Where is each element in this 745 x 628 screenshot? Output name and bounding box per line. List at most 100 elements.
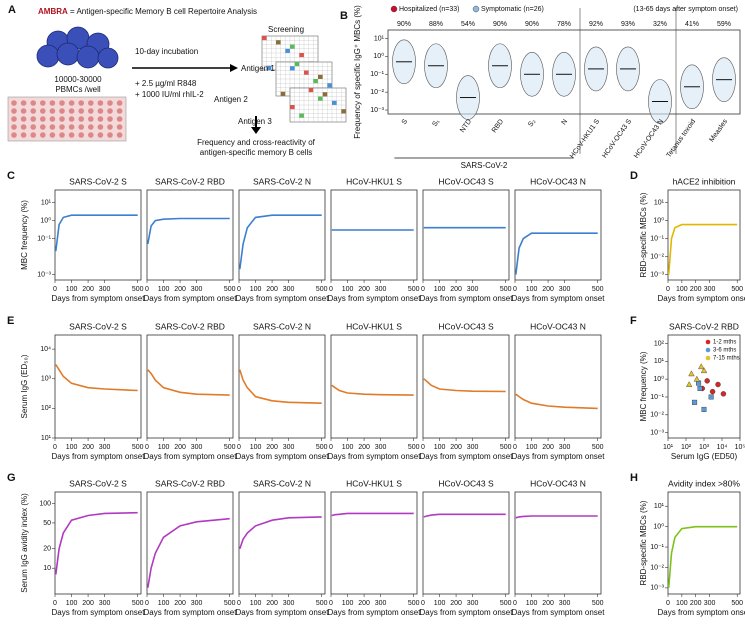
well	[88, 100, 94, 106]
x-tick-label: 0	[329, 600, 333, 607]
x-tick-label: 300	[467, 444, 479, 451]
antigen-label: Antigen 1	[241, 64, 275, 73]
x-tick-label: 500	[500, 600, 512, 607]
x-tick-label: 300	[559, 600, 571, 607]
fit-line	[239, 369, 322, 404]
percent-label: 32%	[653, 21, 667, 28]
positive-well	[322, 92, 328, 97]
well	[97, 132, 104, 138]
positive-well	[285, 48, 290, 53]
point	[697, 385, 703, 391]
x-tick-label: 200	[266, 286, 278, 293]
x-tick-label: 200	[542, 286, 554, 293]
plot-frame	[330, 189, 418, 281]
y-tick-label: 50	[43, 520, 51, 527]
fit-line	[515, 515, 598, 519]
well	[107, 108, 113, 114]
x-tick-label: 10⁵	[735, 444, 745, 451]
panel-letter: C	[7, 170, 15, 182]
legend-label: Symptomatic (n=26)	[481, 6, 544, 13]
well	[88, 116, 94, 122]
point	[720, 391, 727, 397]
panel-letter: A	[8, 4, 16, 16]
plot-frame	[330, 491, 418, 595]
well	[49, 100, 56, 106]
x-tick-label: 100	[434, 286, 446, 293]
x-tick-label: 200	[542, 444, 554, 451]
point	[704, 378, 710, 384]
positive-well	[266, 65, 272, 70]
x-axis-label: Days from symptom onset	[236, 608, 330, 617]
y-tick-label: 10⁻³	[650, 585, 664, 592]
x-tick-label: 500	[592, 444, 604, 451]
x-axis-label: Days from symptom onset	[420, 452, 514, 461]
subplot-title: SARS-CoV-2 S	[69, 176, 127, 186]
point	[692, 399, 698, 405]
fit-line	[515, 232, 598, 275]
x-tick-label: 300	[99, 286, 111, 293]
point	[686, 381, 693, 387]
plot-frame	[54, 491, 142, 595]
category-label: NTD	[459, 118, 473, 134]
x-tick-label: 10⁴	[717, 444, 728, 451]
y-tick-label: 10⁻¹	[650, 394, 664, 401]
x-tick-label: 300	[375, 286, 387, 293]
positive-well	[299, 53, 304, 58]
x-tick-label: 0	[53, 286, 57, 293]
x-tick-label: 200	[450, 600, 462, 607]
percent-label: 88%	[429, 21, 443, 28]
x-tick-label: 0	[666, 600, 670, 607]
incubation: 10-day incubation	[135, 47, 198, 56]
category-label: RBD	[491, 118, 505, 134]
fit-line	[423, 513, 506, 518]
x-tick-label: 500	[592, 286, 604, 293]
plot-frame	[330, 334, 418, 439]
x-tick-label: 100	[342, 444, 354, 451]
category-label: Tetanus toxoid	[666, 118, 698, 159]
x-tick-label: 300	[283, 286, 295, 293]
y-tick-label: 10²	[654, 340, 665, 347]
well	[68, 108, 75, 114]
category-label: N	[561, 118, 570, 126]
x-tick-label: 200	[82, 286, 94, 293]
legend-swatch	[705, 339, 711, 345]
well	[88, 132, 94, 138]
well	[88, 108, 94, 114]
well	[30, 132, 36, 138]
subplot-title: HCoV-HKU1 S	[346, 478, 402, 488]
x-tick-label: 300	[191, 444, 203, 451]
fit-line	[55, 214, 138, 252]
y-tick-label: 10⁻³	[37, 271, 51, 278]
y-axis-label: RBD-specific MBCs (%)	[639, 192, 648, 277]
stimulus: + 1000 IU/ml rhIL-2	[135, 90, 204, 99]
well	[78, 108, 84, 114]
positive-well	[332, 100, 337, 105]
x-tick-label: 300	[375, 444, 387, 451]
fit-line	[667, 223, 738, 275]
well	[68, 124, 75, 130]
x-tick-label: 0	[421, 286, 425, 293]
x-tick-label: 200	[82, 444, 94, 451]
plot-frame	[387, 29, 741, 115]
x-axis-label: Days from symptom onset	[328, 294, 422, 303]
well	[11, 100, 17, 106]
legend-swatch	[705, 347, 711, 353]
fit-line	[55, 511, 138, 575]
well	[49, 124, 56, 130]
x-tick-label: 500	[316, 286, 328, 293]
x-axis-label: Days from symptom onset	[512, 452, 606, 461]
x-tick-label: 0	[145, 600, 149, 607]
x-tick-label: 500	[132, 444, 144, 451]
subplot-title: SARS-CoV-2 N	[253, 321, 311, 331]
x-tick-label: 200	[690, 286, 702, 293]
legend-label: 3-6 mths	[713, 348, 736, 354]
well	[97, 100, 104, 106]
x-tick-label: 300	[191, 600, 203, 607]
well	[11, 132, 17, 138]
well	[20, 116, 27, 122]
x-tick-label: 500	[592, 600, 604, 607]
plot-frame	[238, 491, 326, 595]
subplot-title: SARS-CoV-2 RBD	[669, 321, 739, 331]
well	[40, 124, 46, 130]
y-tick-label: 10⁻²	[650, 253, 664, 260]
